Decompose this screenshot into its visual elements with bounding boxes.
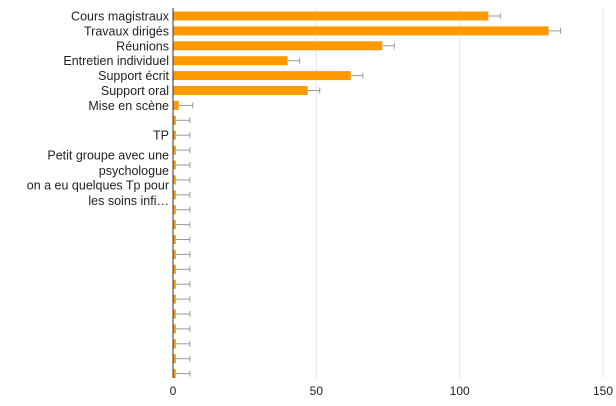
tick-label-layer: 0 50 100 150 xyxy=(170,384,614,398)
bar xyxy=(173,220,176,230)
bar xyxy=(173,130,176,140)
bar xyxy=(173,354,176,364)
bar xyxy=(173,56,288,66)
bar xyxy=(173,86,308,95)
bar xyxy=(173,41,383,51)
bar xyxy=(173,294,176,304)
bar xyxy=(173,324,176,334)
y-category-label: Mise en scène xyxy=(88,99,169,113)
bar xyxy=(173,175,176,185)
bar xyxy=(173,115,176,125)
y-category-label: Petit groupe avec une psychologue xyxy=(47,149,169,179)
y-category-label: TP xyxy=(153,129,169,143)
bar xyxy=(173,235,176,244)
bar xyxy=(173,11,489,21)
y-category-label: Réunions xyxy=(116,39,169,53)
y-category-label: Travaux dirigés xyxy=(84,24,169,38)
bar xyxy=(173,145,176,155)
error-bar-layer xyxy=(175,13,562,377)
y-category-label: Support oral xyxy=(101,84,169,98)
bar xyxy=(173,160,176,170)
y-category-label: Cours magistraux xyxy=(71,10,170,24)
bar xyxy=(173,279,176,289)
x-tick-label: 0 xyxy=(170,384,177,398)
y-category-label: Support écrit xyxy=(98,69,169,83)
grid-layer xyxy=(315,8,604,378)
x-tick-label: 50 xyxy=(310,384,324,398)
y-category-label: Entretien individuel xyxy=(63,54,169,68)
bar xyxy=(173,264,176,274)
bar xyxy=(173,309,176,319)
x-tick-label: 100 xyxy=(450,384,470,398)
bar xyxy=(173,71,351,81)
bar xyxy=(173,26,549,36)
bar xyxy=(173,339,176,349)
bar-layer xyxy=(173,11,549,379)
bar xyxy=(173,369,176,379)
bar xyxy=(173,249,176,259)
y-category-label: on a eu quelques Tp pour les soins infi… xyxy=(27,178,169,208)
x-tick-label: 150 xyxy=(593,384,613,398)
bar xyxy=(173,100,179,110)
bar xyxy=(173,190,176,200)
bar xyxy=(173,205,176,215)
